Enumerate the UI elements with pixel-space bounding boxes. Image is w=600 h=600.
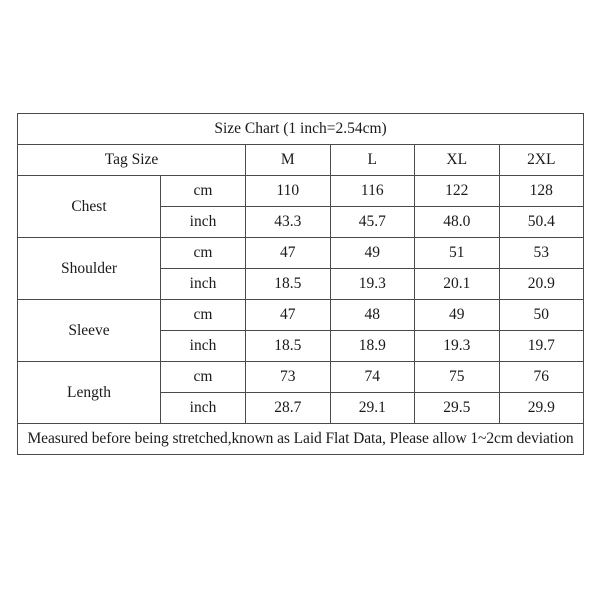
- cell-value: 110: [245, 175, 331, 207]
- table-row: Sleeve cm 47 48 49 50: [17, 299, 585, 362]
- cell-value: 19.7: [498, 330, 585, 362]
- cell-value: 43.3: [245, 206, 331, 238]
- chart-header-row: Tag Size M L XL 2XL: [17, 144, 585, 176]
- measurement-label-shoulder: Shoulder: [17, 237, 161, 300]
- cell-value: 50.4: [498, 206, 585, 238]
- chart-title: Size Chart (1 inch=2.54cm): [16, 113, 585, 145]
- table-row: Chest cm 110 116 122 128: [17, 175, 585, 238]
- cell-value: 73: [245, 361, 331, 393]
- cell-value: 74: [329, 361, 415, 393]
- cell-value: 18.5: [245, 330, 331, 362]
- cell-value: 20.9: [498, 268, 585, 300]
- size-header-xl: XL: [414, 144, 500, 176]
- cell-value: 76: [498, 361, 585, 393]
- cell-value: 116: [329, 175, 415, 207]
- cell-value: 29.1: [329, 392, 415, 424]
- cell-value: 20.1: [414, 268, 500, 300]
- cell-value: 19.3: [414, 330, 500, 362]
- cell-value: 29.9: [498, 392, 585, 424]
- unit-label: cm: [160, 175, 246, 207]
- size-header-l: L: [329, 144, 415, 176]
- measurement-label-sleeve: Sleeve: [17, 299, 161, 362]
- cell-value: 50: [498, 299, 585, 331]
- unit-label: cm: [160, 237, 246, 269]
- tag-size-header: Tag Size: [17, 144, 246, 176]
- cell-value: 122: [414, 175, 500, 207]
- cell-value: 45.7: [329, 206, 415, 238]
- cell-value: 128: [498, 175, 585, 207]
- cell-value: 48.0: [414, 206, 500, 238]
- cell-value: 47: [245, 237, 331, 269]
- measurement-label-chest: Chest: [17, 175, 161, 238]
- cell-value: 29.5: [414, 392, 500, 424]
- table-row: Length cm 73 74 75 76: [17, 361, 585, 424]
- unit-label: inch: [160, 392, 246, 424]
- unit-label: inch: [160, 330, 246, 362]
- unit-label: cm: [160, 299, 246, 331]
- cell-value: 18.5: [245, 268, 331, 300]
- size-header-m: M: [245, 144, 331, 176]
- cell-value: 48: [329, 299, 415, 331]
- cell-value: 49: [329, 237, 415, 269]
- unit-label: inch: [160, 206, 246, 238]
- table-row: inch 18.5 19.3 20.1 20.9: [18, 268, 585, 300]
- size-chart-table: Size Chart (1 inch=2.54cm) Tag Size M L …: [16, 113, 585, 455]
- table-row: inch 28.7 29.1 29.5 29.9: [18, 392, 585, 424]
- cell-value: 53: [498, 237, 585, 269]
- cell-value: 51: [414, 237, 500, 269]
- size-header-2xl: 2XL: [498, 144, 585, 176]
- cell-value: 18.9: [329, 330, 415, 362]
- chart-footnote: Measured before being stretched,known as…: [16, 423, 585, 455]
- table-row: inch 43.3 45.7 48.0 50.4: [18, 206, 585, 238]
- cell-value: 49: [414, 299, 500, 331]
- cell-value: 75: [414, 361, 500, 393]
- table-row: inch 18.5 18.9 19.3 19.7: [18, 330, 585, 362]
- chart-title-row: Size Chart (1 inch=2.54cm): [16, 113, 585, 145]
- size-chart-container: Size Chart (1 inch=2.54cm) Tag Size M L …: [16, 113, 585, 455]
- unit-label: inch: [160, 268, 246, 300]
- size-chart-body: Size Chart (1 inch=2.54cm) Tag Size M L …: [16, 113, 585, 455]
- measurement-label-length: Length: [17, 361, 161, 424]
- chart-footnote-row: Measured before being stretched,known as…: [16, 423, 585, 455]
- cell-value: 19.3: [329, 268, 415, 300]
- unit-label: cm: [160, 361, 246, 393]
- table-row: Shoulder cm 47 49 51 53: [17, 237, 585, 300]
- cell-value: 28.7: [245, 392, 331, 424]
- cell-value: 47: [245, 299, 331, 331]
